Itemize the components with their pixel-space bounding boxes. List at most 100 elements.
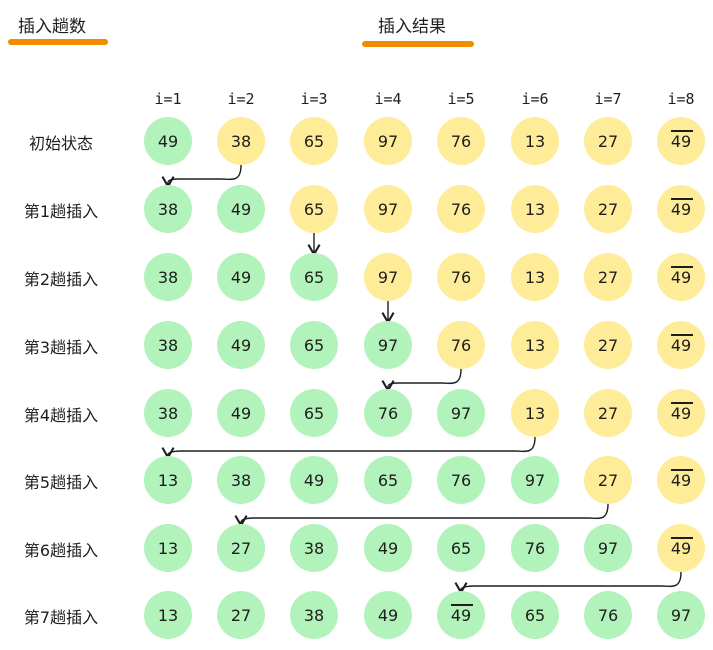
value-cell: 38 — [217, 117, 265, 165]
value-cell: 65 — [364, 456, 412, 504]
value-cell: 13 — [144, 524, 192, 572]
value-text: 97 — [377, 267, 399, 287]
value-text: 38 — [157, 267, 179, 287]
column-label: i=2 — [227, 90, 255, 108]
overline-mark — [671, 402, 693, 404]
value-cell: 49 — [657, 253, 705, 301]
value-text: 76 — [450, 199, 472, 219]
value-text: 97 — [597, 538, 619, 558]
value-text: 13 — [157, 605, 179, 625]
value-text: 13 — [524, 335, 546, 355]
value-cell: 49 — [657, 185, 705, 233]
value-text: 38 — [303, 605, 325, 625]
value-text: 65 — [303, 199, 325, 219]
value-text: 38 — [157, 335, 179, 355]
value-text: 13 — [157, 538, 179, 558]
value-text: 27 — [597, 335, 619, 355]
value-cell: 49 — [657, 117, 705, 165]
value-cell: 97 — [657, 591, 705, 639]
value-text: 97 — [377, 131, 399, 151]
value-cell: 65 — [437, 524, 485, 572]
value-text: 13 — [524, 267, 546, 287]
value-text: 76 — [450, 335, 472, 355]
value-cell: 97 — [511, 456, 559, 504]
row-label: 第3趟插入 — [23, 338, 99, 357]
overline-mark — [671, 469, 693, 471]
value-cell: 76 — [437, 185, 485, 233]
value-text: 27 — [597, 403, 619, 423]
value-text: 13 — [524, 131, 546, 151]
value-text: 13 — [524, 403, 546, 423]
value-text: 65 — [450, 538, 472, 558]
value-cell: 13 — [511, 321, 559, 369]
value-text: 38 — [303, 538, 325, 558]
overline-mark — [451, 604, 473, 606]
value-cell: 76 — [511, 524, 559, 572]
value-cell: 38 — [144, 321, 192, 369]
value-cell: 97 — [437, 389, 485, 437]
value-cell: 65 — [290, 185, 338, 233]
value-cell: 38 — [290, 591, 338, 639]
value-text: 49 — [670, 335, 692, 355]
value-text: 13 — [157, 470, 179, 490]
value-text: 49 — [670, 538, 692, 558]
value-cell: 27 — [217, 524, 265, 572]
overline-mark — [671, 537, 693, 539]
value-text: 49 — [230, 403, 252, 423]
value-text: 49 — [230, 267, 252, 287]
value-cell: 27 — [584, 253, 632, 301]
value-cell: 49 — [144, 117, 192, 165]
value-cell: 49 — [217, 253, 265, 301]
column-label: i=1 — [154, 90, 182, 108]
value-cell: 49 — [217, 185, 265, 233]
header-insert-result: 插入结果 — [378, 17, 446, 37]
value-text: 13 — [524, 199, 546, 219]
value-text: 27 — [597, 199, 619, 219]
value-text: 97 — [670, 605, 692, 625]
value-text: 49 — [303, 470, 325, 490]
value-text: 76 — [524, 538, 546, 558]
value-text: 49 — [670, 267, 692, 287]
row-label: 第6趟插入 — [23, 541, 99, 560]
value-text: 76 — [597, 605, 619, 625]
row-label: 第7趟插入 — [23, 608, 99, 627]
value-text: 65 — [303, 131, 325, 151]
value-text: 97 — [377, 335, 399, 355]
value-cell: 13 — [511, 117, 559, 165]
value-cell: 38 — [290, 524, 338, 572]
value-cell: 27 — [584, 456, 632, 504]
value-text: 76 — [450, 470, 472, 490]
value-cell: 49 — [657, 524, 705, 572]
header-insert-pass: 插入趟数 — [18, 17, 86, 37]
value-cell: 97 — [584, 524, 632, 572]
value-text: 65 — [303, 403, 325, 423]
value-text: 65 — [524, 605, 546, 625]
row-label: 第4趟插入 — [23, 406, 99, 425]
value-text: 49 — [670, 131, 692, 151]
value-text: 27 — [230, 538, 252, 558]
value-text: 49 — [670, 199, 692, 219]
value-cell: 49 — [437, 591, 485, 639]
overline-mark — [671, 198, 693, 200]
value-cell: 27 — [584, 185, 632, 233]
value-cell: 49 — [364, 524, 412, 572]
value-text: 76 — [377, 403, 399, 423]
value-cell: 97 — [364, 185, 412, 233]
value-text: 49 — [157, 131, 179, 151]
value-text: 49 — [230, 335, 252, 355]
value-text: 97 — [377, 199, 399, 219]
value-cell: 97 — [364, 321, 412, 369]
value-text: 49 — [450, 605, 472, 625]
overline-mark — [671, 334, 693, 336]
row-label: 第2趟插入 — [23, 270, 99, 289]
value-cell: 49 — [290, 456, 338, 504]
value-text: 97 — [450, 403, 472, 423]
value-cell: 13 — [144, 591, 192, 639]
value-text: 49 — [670, 403, 692, 423]
value-text: 38 — [230, 470, 252, 490]
value-text: 76 — [450, 131, 472, 151]
column-label: i=8 — [667, 90, 695, 108]
value-cell: 27 — [584, 117, 632, 165]
value-text: 65 — [377, 470, 399, 490]
value-cell: 97 — [364, 117, 412, 165]
